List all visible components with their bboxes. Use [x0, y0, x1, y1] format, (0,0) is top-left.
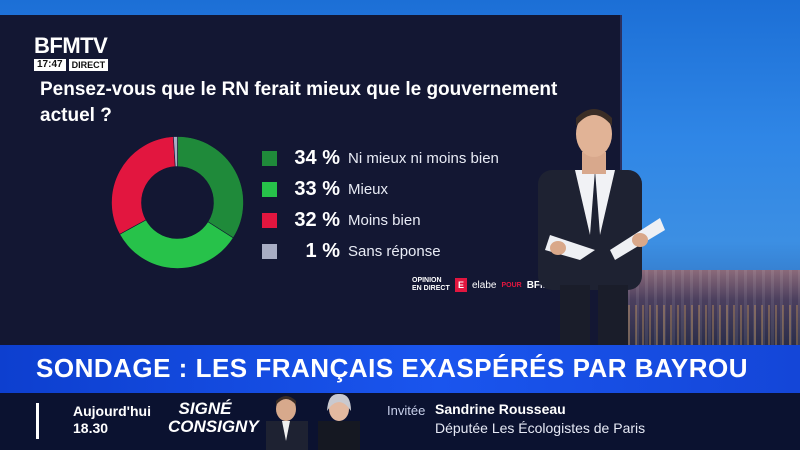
legend-swatch [262, 151, 277, 166]
live-badge: DIRECT [68, 59, 109, 71]
legend-label: Moins bien [348, 212, 421, 229]
poll-credits: OPINION EN DIRECT E elabe POUR BFM [412, 277, 548, 293]
legend-percent: 1 % [305, 240, 340, 262]
invitee-label: Invitée [387, 403, 426, 418]
lower-third: Aujourd'hui 18.30 SIGNÉ CONSIGNY Invitée… [0, 393, 800, 450]
donut-chart [111, 136, 244, 269]
donut-slice-2 [111, 136, 176, 235]
channel-clock: 17:47 DIRECT [34, 59, 118, 71]
donut-slice-0 [177, 136, 244, 239]
legend-percent: 33 % [294, 178, 340, 200]
show-schedule: Aujourd'hui 18.30 [73, 403, 151, 437]
legend-item: 34 % Ni mieux ni moins bien [262, 143, 542, 174]
legend-label: Mieux [348, 181, 389, 198]
donut-slice-3 [173, 136, 178, 167]
legend-item: 1 % Sans réponse [262, 236, 542, 267]
bfm-label: BFM [526, 279, 549, 291]
divider [36, 403, 39, 439]
legend-percent: 32 % [294, 209, 340, 231]
city-lights [600, 305, 800, 345]
invitee-name: Sandrine Rousseau [435, 401, 566, 417]
legend-swatch [262, 213, 277, 228]
legend-item: 33 % Mieux [262, 174, 542, 205]
legend-label: Sans réponse [348, 243, 441, 260]
show-hour: 18.30 [73, 420, 109, 436]
chart-title: Pensez-vous que le RN ferait mieux que l… [40, 79, 558, 126]
presenter-figure [538, 109, 665, 345]
channel-logo-text: BFMTV [34, 33, 108, 58]
show-name-line2: CONSIGNY [168, 417, 259, 436]
hosts-thumbnail [266, 393, 360, 450]
channel-logo: BFMTV 17:47 DIRECT [34, 35, 118, 71]
elabe-mark-icon: E [455, 278, 467, 292]
pour-label: POUR [501, 281, 522, 289]
opinion-en-direct-logo: OPINION EN DIRECT [412, 277, 450, 292]
show-day: Aujourd'hui [73, 403, 151, 419]
elabe-label: elabe [472, 279, 497, 291]
clock-time: 17:47 [34, 59, 66, 71]
chart-legend: 34 % Ni mieux ni moins bien 33 % Mieux 32 % M… [262, 143, 542, 267]
legend-percent: 34 % [294, 147, 340, 169]
show-name-line1: SIGNÉ [178, 399, 232, 418]
legend-swatch [262, 182, 277, 197]
show-name: SIGNÉ CONSIGNY [168, 399, 259, 436]
donut-slice-1 [119, 219, 234, 269]
headline-text: SONDAGE : LES FRANÇAIS EXASPÉRÉS PAR BAY… [36, 353, 749, 383]
legend-item: 32 % Moins bien [262, 205, 542, 236]
legend-label: Ni mieux ni moins bien [348, 150, 499, 167]
legend-swatch [262, 244, 277, 259]
poll-screen: BFMTV 17:47 DIRECT Pensez-vous que le RN… [0, 15, 622, 345]
invitee-role: Députée Les Écologistes de Paris [435, 420, 646, 436]
headline-banner: SONDAGE : LES FRANÇAIS EXASPÉRÉS PAR BAY… [0, 345, 800, 393]
